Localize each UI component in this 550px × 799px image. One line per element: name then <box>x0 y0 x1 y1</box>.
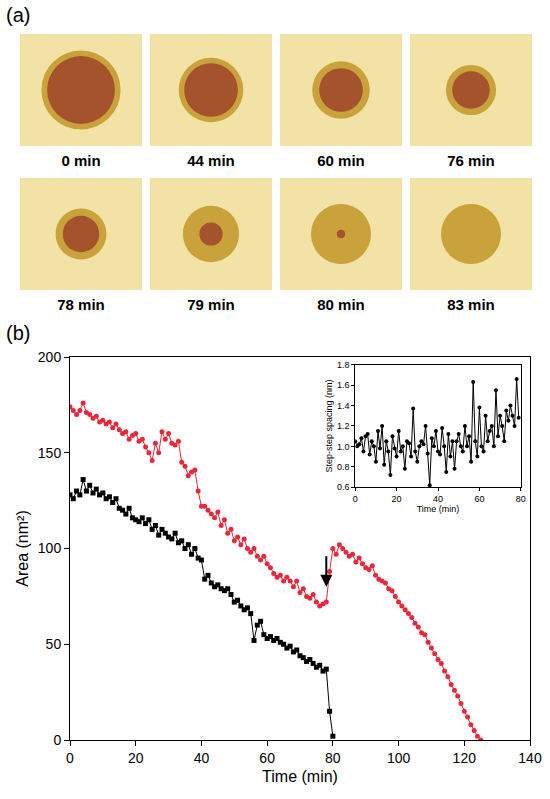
svg-text:1.2: 1.2 <box>337 421 350 431</box>
html-text:(b): (b) <box>6 322 31 344</box>
svg-text:44 min: 44 min <box>187 152 235 169</box>
svg-text:1.8: 1.8 <box>337 360 350 370</box>
svg-text:1.6: 1.6 <box>337 380 350 390</box>
svg-text:150: 150 <box>38 445 62 461</box>
svg-text:1.4: 1.4 <box>337 401 350 411</box>
svg-text:76 min: 76 min <box>447 152 495 169</box>
svg-text:120: 120 <box>453 750 477 766</box>
svg-text:80 min: 80 min <box>317 296 365 313</box>
svg-text:80: 80 <box>325 750 341 766</box>
svg-text:40: 40 <box>194 750 210 766</box>
svg-text:20: 20 <box>392 494 402 504</box>
svg-text:40: 40 <box>433 494 443 504</box>
svg-text:200: 200 <box>38 349 62 365</box>
svg-text:0.6: 0.6 <box>337 482 350 492</box>
svg-text:0: 0 <box>53 732 61 748</box>
svg-text:80: 80 <box>516 494 526 504</box>
svg-text:60 min: 60 min <box>317 152 365 169</box>
html-text:(a): (a) <box>6 4 31 26</box>
svg-text:50: 50 <box>46 636 62 652</box>
svg-text:79 min: 79 min <box>187 296 235 313</box>
svg-text:0 min: 0 min <box>61 152 100 169</box>
svg-text:Step-step spacing (nm): Step-step spacing (nm) <box>324 379 334 472</box>
svg-text:0: 0 <box>353 494 358 504</box>
svg-text:Time (min): Time (min) <box>417 504 460 514</box>
svg-text:Area (nm²): Area (nm²) <box>14 510 31 586</box>
svg-text:100: 100 <box>38 540 62 556</box>
svg-text:60: 60 <box>259 750 275 766</box>
svg-text:60: 60 <box>474 494 484 504</box>
svg-text:1.0: 1.0 <box>337 442 350 452</box>
svg-text:78 min: 78 min <box>57 296 105 313</box>
svg-text:100: 100 <box>387 750 411 766</box>
svg-text:83 min: 83 min <box>447 296 495 313</box>
svg-text:140: 140 <box>518 750 542 766</box>
svg-text:20: 20 <box>128 750 144 766</box>
svg-text:Time (min): Time (min) <box>262 768 338 785</box>
svg-text:0: 0 <box>66 750 74 766</box>
svg-text:0.8: 0.8 <box>337 462 350 472</box>
